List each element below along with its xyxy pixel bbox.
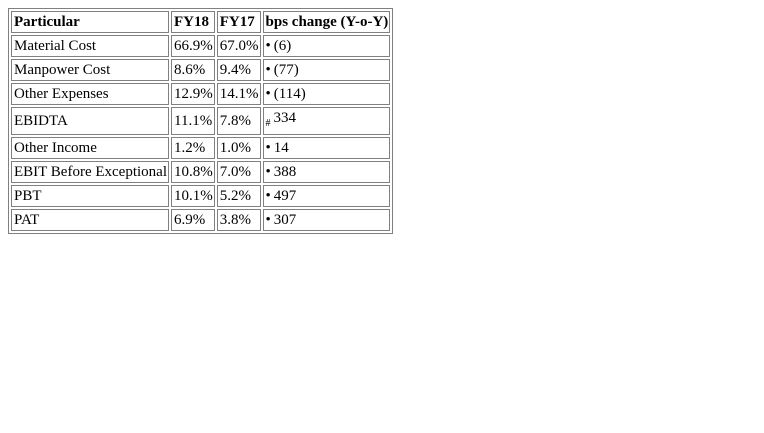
bullet-icon: • [265,140,271,156]
financial-ratios-table: Particular FY18 FY17 bps change (Y-o-Y) … [8,8,394,234]
bullet-icon: • [265,62,271,78]
cell-bps-change: • (6) [262,35,391,57]
cell-fy17: 7.0% [216,161,261,183]
header-fy17: FY17 [216,11,261,33]
hash-icon: # [265,118,271,129]
cell-particular: Other Income [11,137,170,159]
cell-fy18: 10.1% [171,185,215,207]
cell-fy18: 11.1% [171,107,215,135]
bps-change-value: 14 [273,140,289,156]
cell-particular: PBT [11,185,170,207]
cell-fy18: 12.9% [171,83,215,105]
bullet-icon: • [265,38,271,54]
header-particular: Particular [11,11,170,33]
cell-fy18: 10.8% [171,161,215,183]
table-row: PBT 10.1% 5.2% • 497 [11,185,391,207]
table-row: Material Cost 66.9% 67.0% • (6) [11,35,391,57]
cell-bps-change: • (77) [262,59,391,81]
cell-bps-change: • 307 [262,209,391,231]
bps-change-value: 307 [273,212,297,228]
bps-change-value: (114) [273,86,306,102]
bps-change-value: 388 [273,164,297,180]
table-row: PAT 6.9% 3.8% • 307 [11,209,391,231]
table-row: Other Income 1.2% 1.0% • 14 [11,137,391,159]
cell-fy18: 66.9% [171,35,215,57]
table-row: EBIDTA 11.1% 7.8% #334 [11,107,391,135]
cell-particular: Manpower Cost [11,59,170,81]
cell-bps-change: #334 [262,107,391,135]
cell-particular: EBIT Before Exceptional [11,161,170,183]
cell-bps-change: • (114) [262,83,391,105]
cell-fy17: 3.8% [216,209,261,231]
cell-fy17: 7.8% [216,107,261,135]
cell-fy17: 14.1% [216,83,261,105]
cell-fy17: 1.0% [216,137,261,159]
bps-change-value: 497 [273,188,297,204]
bullet-icon: • [265,188,271,204]
cell-fy17: 67.0% [216,35,261,57]
cell-particular: PAT [11,209,170,231]
header-fy18: FY18 [171,11,215,33]
bps-change-value: (6) [273,38,292,54]
cell-bps-change: • 497 [262,185,391,207]
header-bps-change: bps change (Y-o-Y) [262,11,391,33]
cell-particular: Other Expenses [11,83,170,105]
bullet-icon: • [265,212,271,228]
cell-fy18: 1.2% [171,137,215,159]
table-row: Other Expenses 12.9% 14.1% • (114) [11,83,391,105]
cell-bps-change: • 14 [262,137,391,159]
cell-bps-change: • 388 [262,161,391,183]
table-row: EBIT Before Exceptional 10.8% 7.0% • 388 [11,161,391,183]
table-header-row: Particular FY18 FY17 bps change (Y-o-Y) [11,11,391,33]
cell-fy17: 9.4% [216,59,261,81]
cell-fy17: 5.2% [216,185,261,207]
bps-change-value: 334 [273,110,297,126]
cell-particular: Material Cost [11,35,170,57]
table-row: Manpower Cost 8.6% 9.4% • (77) [11,59,391,81]
cell-fy18: 6.9% [171,209,215,231]
cell-particular: EBIDTA [11,107,170,135]
bullet-icon: • [265,164,271,180]
bullet-icon: • [265,86,271,102]
cell-fy18: 8.6% [171,59,215,81]
bps-change-value: (77) [273,62,299,78]
